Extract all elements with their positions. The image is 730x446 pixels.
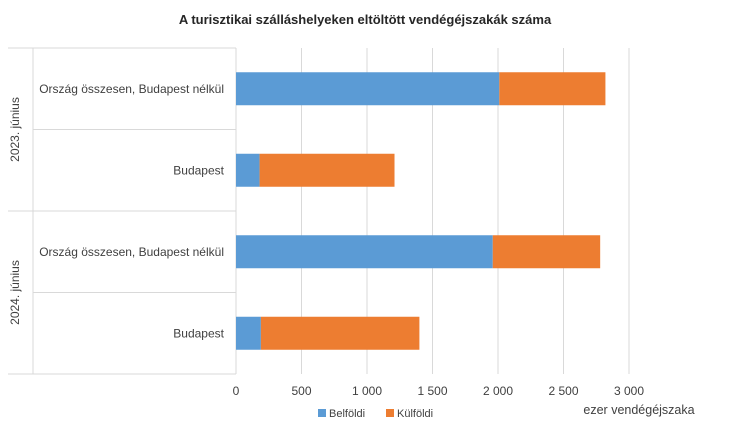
x-tick-label: 0 — [233, 384, 240, 398]
category-label: Budapest — [173, 326, 224, 340]
group-labels: 2023. június 2024. június — [8, 97, 22, 325]
category-label: Ország összesen, Budapest nélkül — [39, 82, 224, 96]
legend-label-belföldi: Belföldi — [329, 408, 365, 420]
category-label: Ország összesen, Budapest nélkül — [39, 245, 224, 259]
x-tick-label: 1 500 — [417, 384, 447, 398]
legend: Belföldi Külföldi — [318, 408, 433, 420]
group-label: 2023. június — [8, 97, 22, 162]
bar-külföldi-1 — [259, 153, 395, 187]
x-tick-label: 3 000 — [614, 384, 644, 398]
category-labels: Ország összesen, Budapest nélkül Budapest… — [39, 82, 224, 341]
group-label: 2024. június — [8, 260, 22, 325]
bar-külföldi-0 — [499, 72, 606, 106]
chart-title: A turisztikai szálláshelyeken eltöltött … — [179, 12, 552, 27]
bar-belföldi-1 — [236, 153, 260, 187]
bar-belföldi-2 — [236, 235, 493, 269]
x-tick-label: 2 000 — [483, 384, 513, 398]
bar-külföldi-3 — [260, 316, 420, 350]
x-axis-label: ezer vendégéjszaka — [583, 403, 694, 417]
x-tick-label: 2 500 — [548, 384, 578, 398]
legend-swatch-belföldi — [318, 409, 326, 417]
x-tick-label: 1 000 — [352, 384, 382, 398]
bar-belföldi-0 — [236, 72, 500, 106]
x-axis-ticks: 0 500 1 000 1 500 2 000 2 500 3 000 — [233, 384, 645, 398]
legend-swatch-külföldi — [386, 409, 394, 417]
bar-külföldi-2 — [492, 235, 601, 269]
category-separators — [8, 47, 236, 375]
x-tick-label: 500 — [291, 384, 311, 398]
bars — [236, 72, 606, 350]
legend-label-külföldi: Külföldi — [397, 408, 433, 420]
category-label: Budapest — [173, 163, 224, 177]
bar-belföldi-3 — [236, 316, 261, 350]
